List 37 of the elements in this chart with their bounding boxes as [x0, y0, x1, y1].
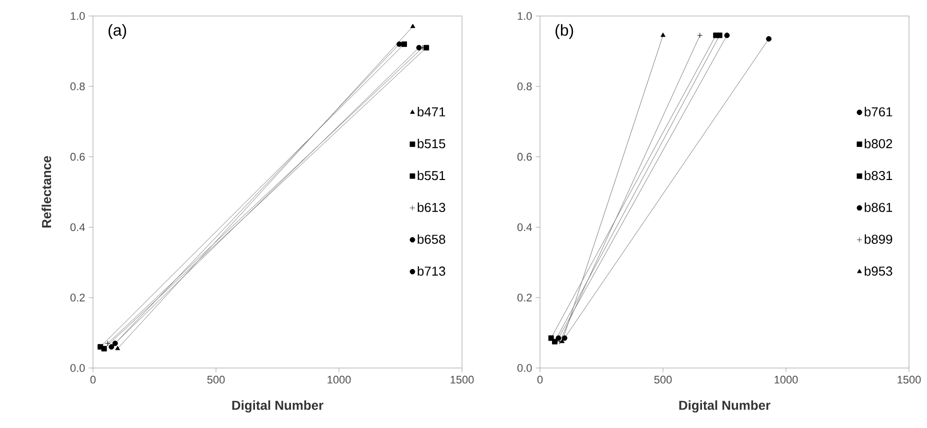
legend-label: b613: [418, 202, 446, 212]
legend-label: b658: [418, 234, 446, 244]
legend-label: b471: [418, 106, 446, 116]
chart-title: (b): [556, 24, 574, 39]
x-tick-label: 0: [90, 376, 96, 384]
legend-label: b802: [864, 138, 892, 148]
y-tick-label: 0.8: [70, 82, 85, 90]
y-tick-label: 0.6: [517, 152, 532, 161]
legend-label: b713: [418, 266, 446, 276]
y-tick-label: 1.0: [70, 12, 85, 20]
chart-title: (a): [108, 24, 126, 39]
x-tick-label: 0: [537, 376, 543, 384]
legend-label: b515: [418, 138, 446, 148]
legend-label: b831: [864, 170, 892, 180]
x-tick-label: 1500: [450, 376, 474, 384]
y-tick-label: 0.2: [70, 294, 85, 302]
y-tick-label: 0.2: [517, 294, 532, 302]
legend-label: b551: [418, 170, 446, 180]
x-axis-title: Digital Number: [232, 400, 324, 413]
y-tick-label: 0.4: [70, 223, 85, 232]
x-tick-label: 500: [207, 376, 225, 384]
legend-label: b899: [864, 234, 892, 244]
x-tick-label: 500: [654, 376, 672, 384]
x-tick-label: 1000: [774, 376, 798, 384]
legend-label: b861: [864, 202, 892, 212]
y-tick-label: 0.8: [517, 82, 532, 90]
legend-label: b953: [864, 266, 892, 276]
x-tick-label: 1000: [328, 376, 351, 384]
y-tick-label: 0.0: [70, 364, 85, 372]
y-tick-label: 1.0: [518, 12, 532, 20]
x-axis-title: Digital Number: [679, 400, 770, 413]
y-tick-label: 0.4: [517, 223, 532, 232]
legend-label: b761: [864, 106, 892, 116]
y-axis-title: Reflectance: [42, 156, 52, 228]
y-tick-label: 0.0: [517, 364, 532, 372]
x-tick-label: 1500: [898, 376, 921, 384]
y-tick-label: 0.6: [70, 152, 85, 161]
